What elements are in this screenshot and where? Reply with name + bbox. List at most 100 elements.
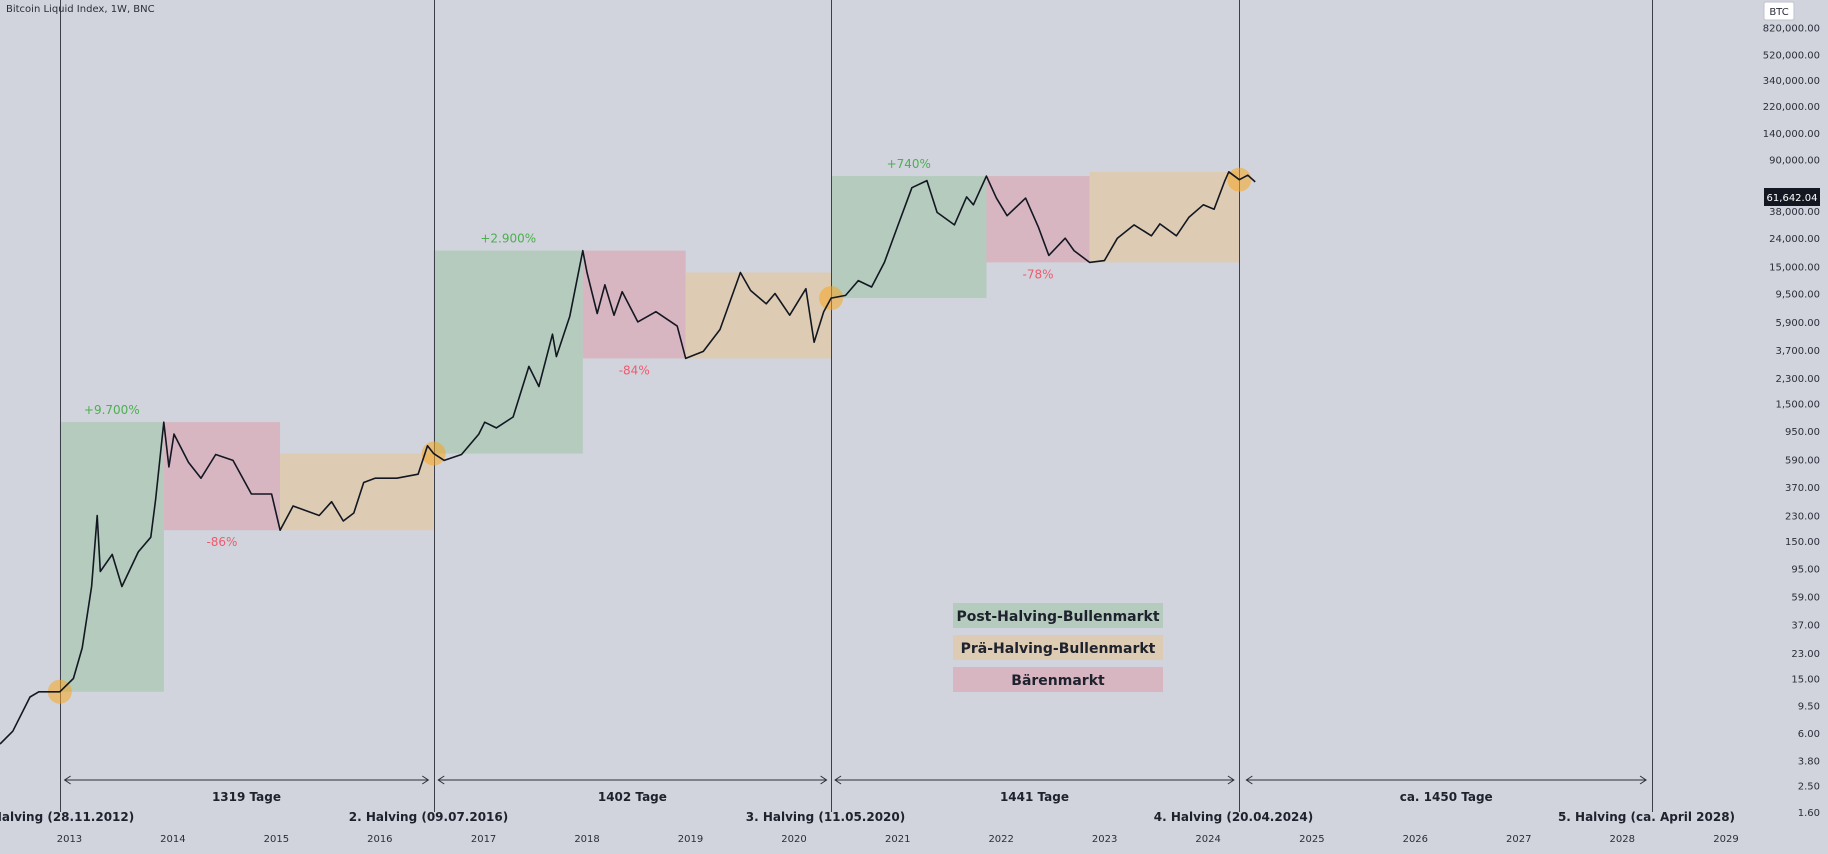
legend-swatch-bear-market (953, 667, 1163, 692)
year-tick-label: 2022 (988, 834, 1013, 845)
price-tick-label: 590.00 (1785, 455, 1820, 466)
phase-box-post (59, 422, 164, 692)
cycle-span: ca. 1450 Tage (1245, 775, 1647, 804)
phase-box-post (433, 250, 583, 454)
year-tick-label: 2023 (1092, 834, 1117, 845)
price-tick-label: 1.60 (1798, 808, 1820, 819)
cycle-span: 1319 Tage (63, 775, 430, 804)
phase-change-label: -86% (206, 535, 237, 549)
price-tick-label: 9.50 (1798, 702, 1820, 713)
halving-lines-layer (60, 0, 1653, 812)
legend-label-pre-halving: Prä-Halving-Bullenmarkt (961, 641, 1156, 657)
cycle-span-label: ca. 1450 Tage (1400, 790, 1493, 804)
phase-change-label: +740% (887, 157, 931, 171)
cycle-spans-layer: 1319 Tage 1402 Tage 1441 Tage ca. 1450 Tage (63, 775, 1647, 804)
price-tick-label: 95.00 (1791, 564, 1820, 575)
year-tick-label: 2020 (781, 834, 806, 845)
cycle-span: 1402 Tage (437, 775, 828, 804)
year-tick-label: 2016 (367, 834, 392, 845)
cycle-span-arrow-left (437, 775, 445, 785)
price-tick-label: 820,000.00 (1763, 23, 1820, 34)
price-tick-labels: 820,000.00 520,000.00 340,000.00 220,000.00… (1763, 23, 1820, 819)
cycle-span-arrow-right (820, 775, 828, 785)
price-tick-label: 38,000.00 (1769, 207, 1820, 218)
price-tick-label: 90,000.00 (1769, 155, 1820, 166)
phase-change-label: +9.700% (84, 403, 140, 417)
year-tick-label: 2025 (1299, 834, 1324, 845)
phase-labels-layer: +9.700% -86% +2.900% -84% +740% -78% (84, 157, 1054, 549)
price-tick-label: 150.00 (1785, 537, 1820, 548)
time-axis[interactable]: 2013 2014 2015 2016 2017 2018 2019 2020 2021 2022… (57, 834, 1739, 845)
year-tick-label: 2015 (264, 834, 289, 845)
cycle-span-label: 1402 Tage (598, 790, 667, 804)
cycle-span-arrow-right (1639, 775, 1647, 785)
current-price-label: 61,642.04 (1767, 193, 1818, 204)
price-tick-label: 140,000.00 (1763, 129, 1820, 140)
halving-labels-layer: 1. Halving (28.11.2012) 2. Halving (09.07… (0, 810, 1735, 824)
price-tick-label: 370.00 (1785, 483, 1820, 494)
year-tick-label: 2019 (678, 834, 703, 845)
legend-swatch-post-halving (953, 603, 1163, 628)
price-tick-label: 37.00 (1791, 621, 1820, 632)
price-axis[interactable]: 820,000.00 520,000.00 340,000.00 220,000.00… (1763, 1, 1820, 819)
legend-label-post-halving: Post-Halving-Bullenmarkt (956, 609, 1159, 625)
cycle-span-arrow-left (63, 775, 71, 785)
halving-label: 3. Halving (11.05.2020) (746, 810, 905, 824)
phase-change-label: -84% (619, 363, 650, 377)
phase-box-pre (280, 453, 434, 531)
price-tick-label: 340,000.00 (1763, 76, 1820, 87)
price-tick-label: 24,000.00 (1769, 234, 1820, 245)
cycle-span-arrow-left (834, 775, 842, 785)
halving-label: 2. Halving (09.07.2016) (349, 810, 508, 824)
cycle-span-arrow-left (1245, 775, 1253, 785)
legend-swatch-pre-halving (953, 635, 1163, 660)
price-tick-label: 3,700.00 (1775, 346, 1820, 357)
legend-label-bear-market: Bärenmarkt (1011, 673, 1105, 689)
halving-label: 4. Halving (20.04.2024) (1154, 810, 1313, 824)
year-tick-label: 2021 (885, 834, 910, 845)
year-tick-label: 2028 (1610, 834, 1635, 845)
year-tick-label: 2024 (1195, 834, 1220, 845)
price-tick-label: 2,300.00 (1775, 374, 1820, 385)
current-price-tag (1764, 188, 1820, 206)
price-line (0, 171, 1256, 745)
phase-box-pre (685, 272, 832, 359)
phase-box-bear (163, 422, 281, 531)
currency-badge[interactable] (1763, 1, 1795, 21)
cycle-span: 1441 Tage (834, 775, 1235, 804)
price-tick-label: 230.00 (1785, 512, 1820, 523)
year-tick-label: 2018 (574, 834, 599, 845)
price-line-layer (0, 171, 1256, 745)
year-tick-label: 2027 (1506, 834, 1531, 845)
price-tick-label: 1,500.00 (1775, 400, 1820, 411)
year-tick-label: 2029 (1713, 834, 1738, 845)
cycle-span-arrow-right (1227, 775, 1235, 785)
phase-box-bear (582, 250, 686, 359)
cycle-span-label: 1441 Tage (1000, 790, 1069, 804)
year-tick-label: 2026 (1403, 834, 1428, 845)
halving-label: 1. Halving (28.11.2012) (0, 810, 134, 824)
price-tick-label: 520,000.00 (1763, 51, 1820, 62)
price-tick-label: 3.80 (1798, 756, 1820, 767)
currency-badge-label: BTC (1769, 7, 1788, 18)
cycle-span-label: 1319 Tage (212, 790, 281, 804)
price-tick-label: 15,000.00 (1769, 262, 1820, 273)
price-tick-label: 23.00 (1791, 649, 1820, 660)
price-tick-label: 5,900.00 (1775, 318, 1820, 329)
legend: Post-Halving-Bullenmarkt Prä-Halving-Bul… (953, 603, 1163, 692)
year-tick-label: 2013 (57, 834, 82, 845)
price-tick-label: 9,500.00 (1775, 290, 1820, 301)
price-tick-label: 220,000.00 (1763, 102, 1820, 113)
year-tick-label: 2014 (160, 834, 185, 845)
phase-change-label: +2.900% (480, 232, 536, 246)
price-tick-label: 15.00 (1791, 674, 1820, 685)
cycle-span-arrow-right (422, 775, 430, 785)
symbol-title: Bitcoin Liquid Index, 1W, BNC (6, 4, 155, 15)
price-tick-label: 950.00 (1785, 427, 1820, 438)
phase-change-label: -78% (1023, 267, 1054, 281)
price-tick-label: 2.50 (1798, 781, 1820, 792)
price-tick-label: 59.00 (1791, 593, 1820, 604)
price-tick-label: 6.00 (1798, 729, 1820, 740)
